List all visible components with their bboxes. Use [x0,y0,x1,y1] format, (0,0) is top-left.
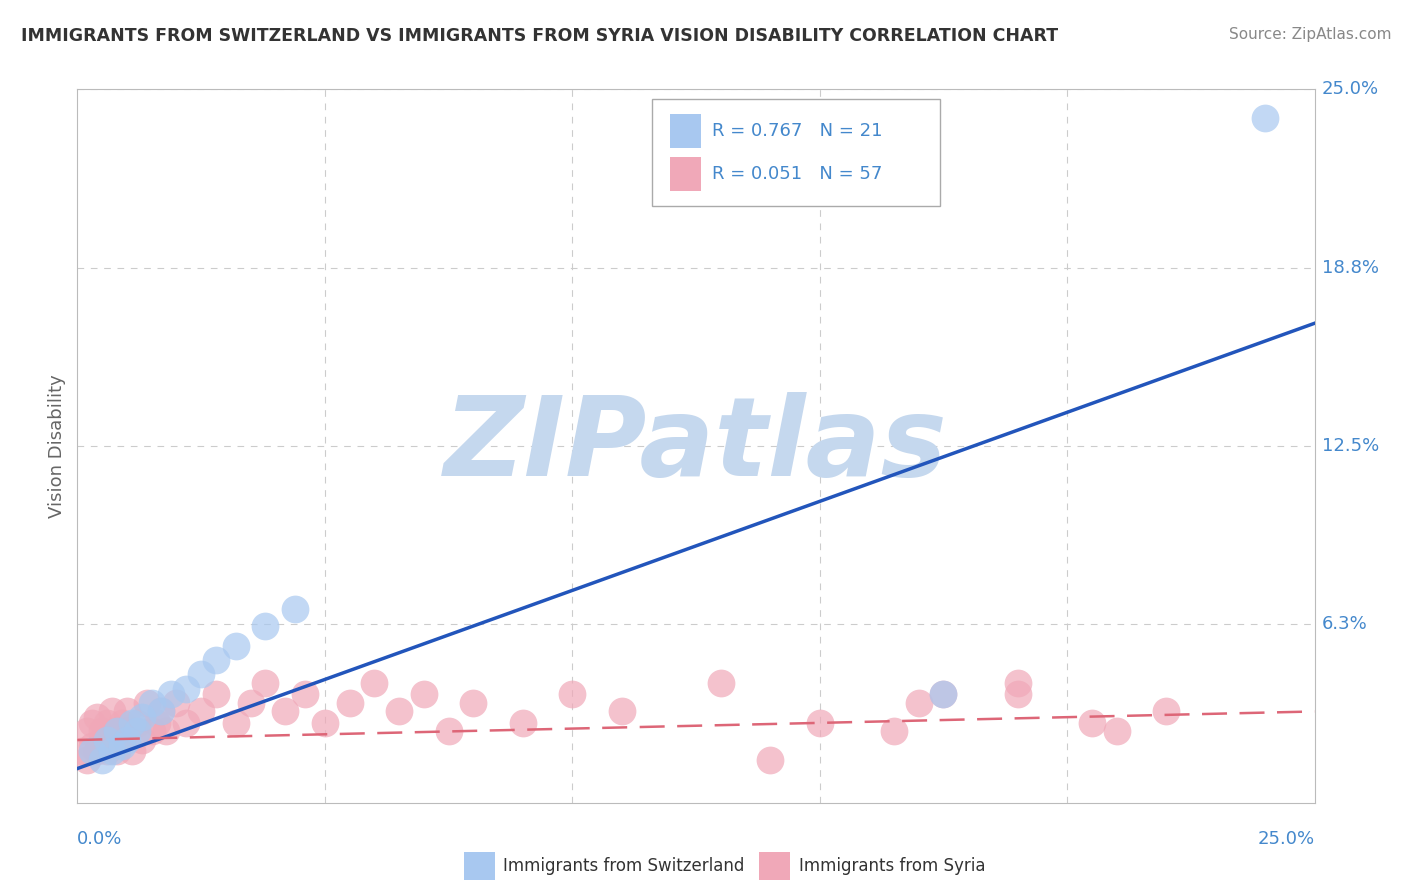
Point [339,696,361,710]
Point [115,724,138,739]
Point [121,715,143,730]
Text: 6.3%: 6.3% [1322,615,1368,633]
Point [174,681,197,696]
Point [91,753,114,767]
Point [91,724,114,739]
Text: 0.0%: 0.0% [77,830,122,847]
Point [388,705,411,719]
Point [86,744,108,758]
Text: IMMIGRANTS FROM SWITZERLAND VS IMMIGRANTS FROM SYRIA VISION DISABILITY CORRELATI: IMMIGRANTS FROM SWITZERLAND VS IMMIGRANT… [21,27,1059,45]
Point [1007,676,1029,690]
Point [101,705,124,719]
Point [141,696,163,710]
Point [225,715,247,730]
Point [135,696,157,710]
Point [1254,111,1277,125]
Point [932,687,955,701]
Point [463,696,485,710]
Text: Immigrants from Switzerland: Immigrants from Switzerland [503,857,745,875]
Point [239,696,262,710]
Point [190,667,212,681]
Point [111,739,134,753]
Point [610,705,633,719]
Point [174,715,197,730]
Point [125,724,148,739]
Text: ZIPatlas: ZIPatlas [444,392,948,500]
Text: 18.8%: 18.8% [1322,259,1379,277]
Point [82,744,104,758]
Point [412,687,434,701]
Point [437,724,460,739]
Y-axis label: Vision Disability: Vision Disability [48,374,66,518]
Point [907,696,929,710]
Point [150,705,173,719]
Point [165,696,187,710]
Text: 12.5%: 12.5% [1322,437,1379,455]
Point [561,687,583,701]
Point [284,601,307,615]
Point [115,733,138,747]
Point [150,705,173,719]
Point [205,653,228,667]
Point [91,733,114,747]
Point [131,710,153,724]
Text: 25.0%: 25.0% [1257,830,1315,847]
Point [808,715,831,730]
Point [141,724,163,739]
Point [115,705,138,719]
Point [82,715,104,730]
Text: 25.0%: 25.0% [1322,80,1379,98]
Point [274,705,297,719]
Point [111,715,134,730]
Point [125,715,148,730]
Point [160,687,183,701]
Point [105,724,128,739]
Point [1081,715,1104,730]
Text: Immigrants from Syria: Immigrants from Syria [799,857,986,875]
Point [759,753,782,767]
Point [101,744,124,758]
Point [105,744,128,758]
Point [86,710,108,724]
Point [72,744,94,758]
Point [710,676,733,690]
Point [96,733,118,747]
Point [1154,705,1177,719]
Point [254,619,277,633]
Point [101,733,124,747]
Point [155,724,177,739]
Point [363,676,385,690]
Point [932,687,955,701]
Point [105,724,128,739]
Point [121,744,143,758]
Text: R = 0.767   N = 21: R = 0.767 N = 21 [713,122,883,140]
Point [294,687,316,701]
Point [82,739,104,753]
Point [190,705,212,719]
Point [76,753,98,767]
Point [145,715,167,730]
Text: R = 0.051   N = 57: R = 0.051 N = 57 [713,165,883,183]
Text: Source: ZipAtlas.com: Source: ZipAtlas.com [1229,27,1392,42]
Point [254,676,277,690]
Point [131,733,153,747]
Point [96,744,118,758]
Point [512,715,534,730]
Point [76,724,98,739]
Point [314,715,336,730]
Point [205,687,228,701]
Point [96,715,118,730]
Point [883,724,905,739]
Point [111,733,134,747]
Point [225,639,247,653]
Point [1105,724,1128,739]
Point [1007,687,1029,701]
